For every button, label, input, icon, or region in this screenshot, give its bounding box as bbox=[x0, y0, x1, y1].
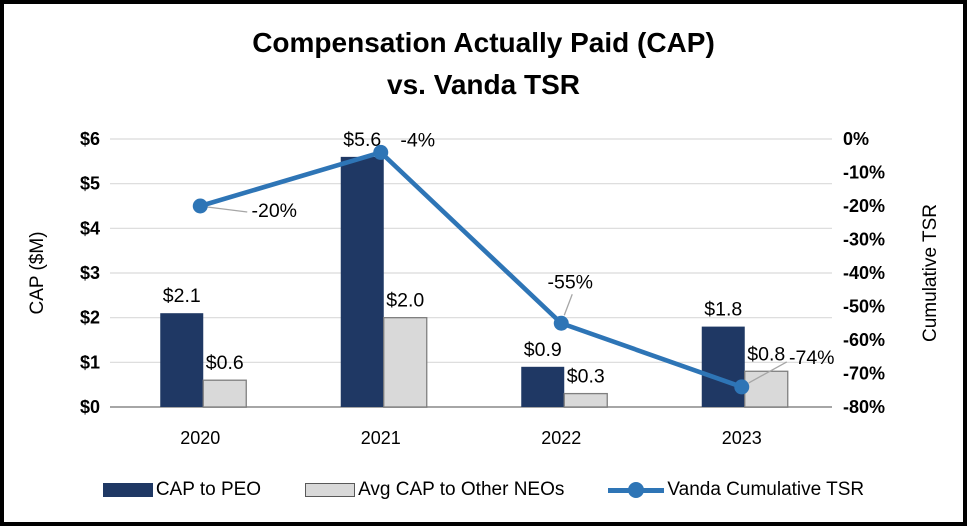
bar-avg-cap-neos bbox=[202, 379, 247, 408]
right-axis-tick-label: -20% bbox=[843, 196, 885, 216]
bar-cap-to-peo bbox=[521, 366, 565, 407]
avg-cap-neos-swatch-icon bbox=[305, 483, 356, 497]
data-label-leader-line bbox=[748, 361, 788, 384]
right-axis-tick-label: -40% bbox=[843, 263, 885, 283]
left-axis-tick-label: $3 bbox=[80, 263, 100, 283]
tsr-marker bbox=[734, 379, 750, 395]
right-axis-title: Cumulative TSR bbox=[920, 204, 941, 342]
left-axis-tick-label: $6 bbox=[80, 129, 100, 149]
bar-cap-to-peo bbox=[160, 313, 204, 407]
bar-label-cap-to-peo: $1.8 bbox=[704, 299, 742, 321]
right-axis-tick-label: -50% bbox=[843, 297, 885, 317]
chart-title-line1: Compensation Actually Paid (CAP) bbox=[252, 27, 715, 58]
legend-label: Avg CAP to Other NEOs bbox=[358, 479, 565, 500]
right-axis-tick-label: -10% bbox=[843, 163, 885, 183]
bar-avg-cap-neos bbox=[744, 370, 789, 408]
tsr-data-label: -4% bbox=[400, 129, 435, 151]
tsr-data-label: -20% bbox=[251, 200, 297, 222]
legend-item-cap-to-peo: CAP to PEO bbox=[102, 479, 262, 501]
bar-cap-to-peo bbox=[701, 326, 745, 407]
vanda-tsr-swatch-icon bbox=[608, 482, 665, 498]
x-axis-label: 2023 bbox=[722, 428, 762, 448]
bar-label-avg-cap-neos: $0.3 bbox=[567, 366, 605, 388]
legend-label: Vanda Cumulative TSR bbox=[667, 479, 865, 500]
chart-title-line2: vs. Vanda TSR bbox=[387, 69, 580, 100]
chart-legend: CAP to PEO Avg CAP to Other NEOs Vanda C… bbox=[0, 476, 967, 504]
right-axis-tick-label: -60% bbox=[843, 330, 885, 350]
legend-label: CAP to PEO bbox=[155, 479, 262, 500]
left-axis-tick-label: $4 bbox=[80, 218, 100, 238]
x-axis-label: 2022 bbox=[541, 428, 581, 448]
cap-to-peo-swatch-icon bbox=[102, 483, 153, 497]
bar-label-avg-cap-neos: $0.8 bbox=[747, 343, 785, 365]
left-axis-tick-label: $0 bbox=[80, 397, 100, 417]
right-axis-tick-label: -30% bbox=[843, 230, 885, 250]
bar-label-cap-to-peo: $5.6 bbox=[343, 129, 381, 151]
chart-title: Compensation Actually Paid (CAP) vs. Van… bbox=[0, 22, 967, 106]
tsr-marker-glyph bbox=[628, 482, 645, 498]
left-axis-tick-label: $2 bbox=[80, 308, 100, 328]
right-axis-tick-label: -70% bbox=[843, 364, 885, 384]
tsr-marker bbox=[553, 315, 569, 331]
bar-label-avg-cap-neos: $0.6 bbox=[206, 352, 244, 374]
bar-avg-cap-neos bbox=[563, 392, 608, 408]
right-axis-tick-label: -80% bbox=[843, 397, 885, 417]
data-label-leader-line bbox=[563, 294, 573, 316]
bar-avg-cap-neos bbox=[383, 317, 428, 408]
tsr-marker bbox=[192, 198, 208, 214]
bar-label-cap-to-peo: $2.1 bbox=[163, 285, 201, 307]
bar-label-cap-to-peo: $0.9 bbox=[524, 339, 562, 361]
legend-item-avg-cap-neos: Avg CAP to Other NEOs bbox=[305, 479, 564, 501]
data-label-leader-line bbox=[207, 206, 248, 213]
tsr-marker bbox=[373, 144, 389, 160]
tsr-data-label: -74% bbox=[789, 347, 835, 369]
x-axis-label: 2021 bbox=[361, 428, 401, 448]
left-axis-tick-label: $1 bbox=[80, 352, 100, 372]
tsr-line bbox=[197, 150, 745, 390]
left-axis-tick-label: $5 bbox=[80, 174, 100, 194]
legend-item-vanda-tsr: Vanda Cumulative TSR bbox=[608, 479, 864, 501]
right-axis-tick-label: 0% bbox=[843, 129, 869, 149]
left-axis-title: CAP ($M) bbox=[27, 231, 48, 315]
bar-label-avg-cap-neos: $2.0 bbox=[386, 290, 424, 312]
bar-cap-to-peo bbox=[340, 156, 384, 407]
x-axis-label: 2020 bbox=[180, 428, 220, 448]
tsr-data-label: -55% bbox=[547, 271, 593, 293]
